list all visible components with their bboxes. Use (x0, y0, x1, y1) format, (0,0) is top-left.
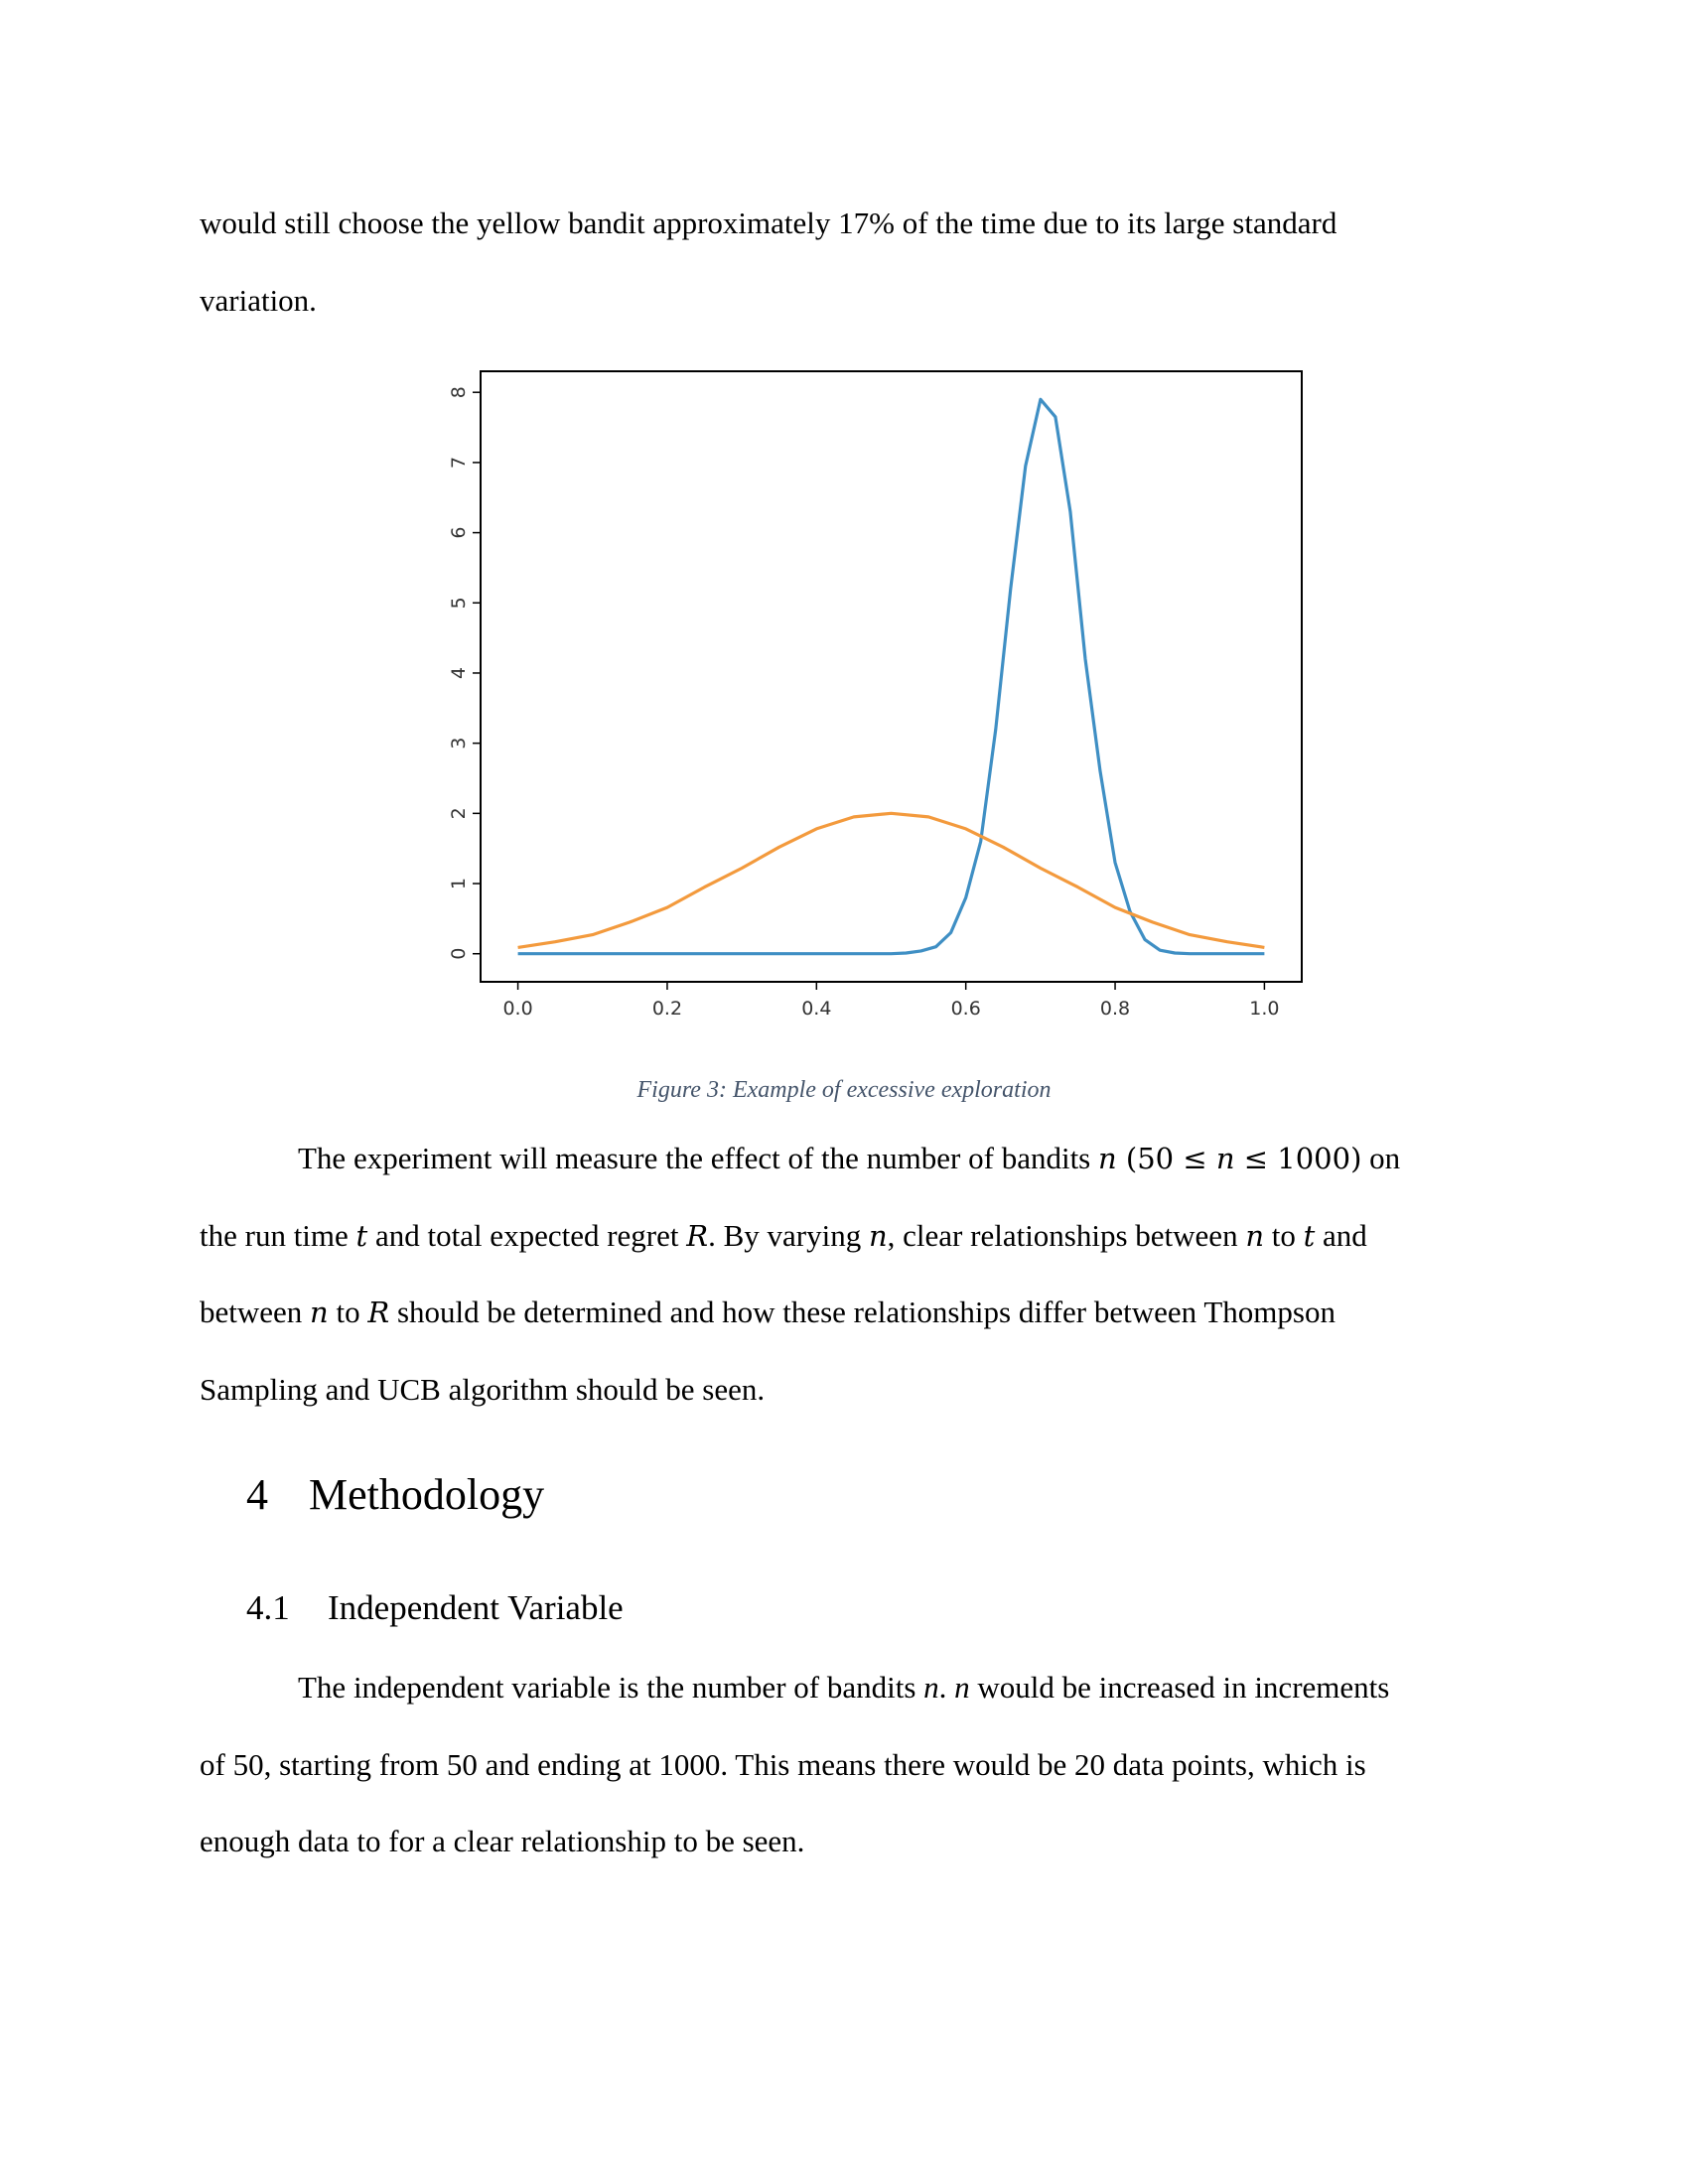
text-line: enough data to for a clear relationship … (200, 1824, 805, 1858)
figure-caption: Figure 3: Example of excessive explorati… (636, 1077, 1052, 1103)
text-line: variation. (200, 282, 317, 318)
section-number: 4 (246, 1470, 268, 1519)
text-line: The independent variable is the number o… (298, 1670, 1390, 1705)
y-tick-label: 7 (448, 457, 470, 469)
text-line: would still choose the yellow bandit app… (200, 205, 1337, 240)
x-tick-label: 0.2 (652, 998, 682, 1020)
x-tick-label: 0.0 (502, 998, 532, 1020)
x-tick-label: 0.4 (801, 998, 831, 1020)
y-tick-label: 5 (448, 597, 470, 609)
text-line: the run time t and total expected regret… (200, 1217, 1367, 1253)
text-line: Sampling and UCB algorithm should be see… (200, 1371, 766, 1407)
y-tick-label: 4 (448, 667, 470, 679)
y-axis: 0 1 2 3 4 5 6 7 8 (448, 386, 481, 960)
x-tick-label: 0.8 (1100, 998, 1130, 1020)
paragraph-independent-variable: The independent variable is the number o… (200, 1649, 1490, 1880)
x-axis: 0.0 0.2 0.4 0.6 0.8 1.0 (502, 982, 1280, 1020)
y-tick-label: 1 (448, 878, 470, 889)
plot-frame (480, 370, 1303, 983)
x-tick-label: 1.0 (1249, 998, 1279, 1020)
subsection-number: 4.1 (246, 1588, 290, 1627)
series-line-orange (517, 811, 1265, 949)
text-line: The experiment will measure the effect o… (298, 1141, 1401, 1175)
subsection-title: Independent Variable (328, 1588, 624, 1627)
text-line: of 50, starting from 50 and ending at 10… (200, 1746, 1366, 1782)
plot-lines (517, 397, 1265, 956)
section-title: Methodology (309, 1470, 545, 1519)
text-line: between n to R should be determined and … (200, 1295, 1336, 1329)
section-heading: 4 Methodology (246, 1469, 544, 1520)
y-tick-label: 8 (448, 386, 470, 398)
paragraph-experiment: The experiment will measure the effect o… (200, 1120, 1490, 1428)
y-tick-label: 0 (448, 948, 470, 960)
series-line-blue (517, 397, 1265, 956)
x-tick-label: 0.6 (951, 998, 981, 1020)
y-tick-label: 3 (448, 738, 470, 750)
y-tick-label: 6 (448, 527, 470, 539)
paragraph-intro: would still choose the yellow bandit app… (200, 185, 1490, 339)
y-tick-label: 2 (448, 807, 470, 819)
subsection-heading: 4.1 Independent Variable (246, 1588, 624, 1628)
figure-chart: 0 1 2 3 4 5 6 7 8 0.0 0.2 0.4 0.6 0.8 1.0 (448, 370, 1303, 1020)
